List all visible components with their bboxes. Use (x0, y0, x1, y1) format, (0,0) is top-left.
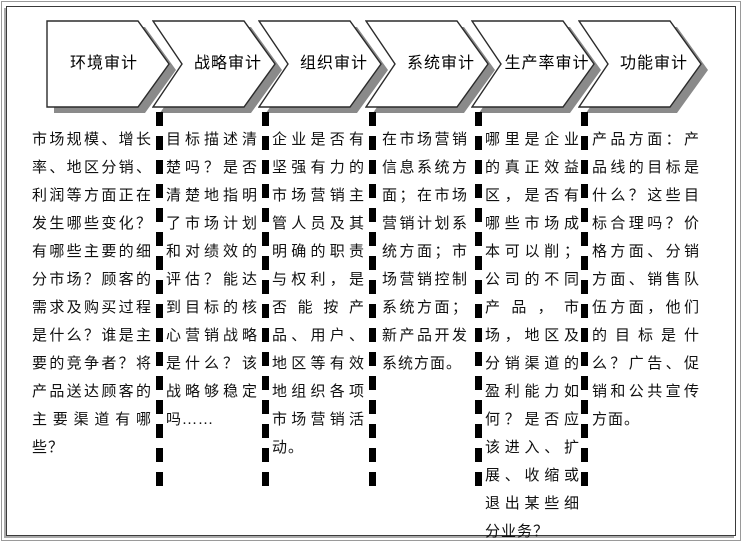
stage-label-organization: 组织审计 (299, 55, 368, 72)
dashed-separator-2 (262, 112, 269, 492)
chevron-arrow-shape (152, 20, 282, 113)
chevron-arrow-shape (365, 20, 495, 113)
stage-label-system: 系统审计 (406, 55, 475, 72)
stage-label-productivity: 生产率审计 (504, 55, 590, 72)
dashed-separator-5 (581, 112, 588, 492)
stage-label-strategy: 战略审计 (193, 55, 262, 72)
dashed-separator-1 (156, 112, 163, 492)
audit-text-environment: 市场规模、增长率、地区分销、利润等方面正在发生哪些变化？有哪些主要的细分市场？顾… (32, 132, 152, 456)
chevron-arrow (258, 20, 382, 108)
dashed-separator-3 (369, 112, 376, 492)
stage-label-function: 功能审计 (619, 55, 688, 72)
chevron-arrow-shape (578, 20, 708, 113)
audit-stage-organization: 组织审计 (258, 20, 392, 116)
audit-stage-strategy: 战略审计 (152, 20, 286, 116)
chevron-arrow (471, 20, 595, 108)
inner-frame (6, 6, 736, 536)
audit-stage-productivity: 生产率审计 (471, 20, 605, 116)
pentagon-arrow (46, 20, 170, 108)
chevron-arrow-shape (258, 20, 388, 113)
audit-text-productivity: 哪里是企业的真正效益区，是否有哪些市场成本可以削；公司的不同产品，市场，地区及分… (485, 132, 580, 540)
audit-text-function: 产品方面：产品线的目标是什么？这些目标合理吗？价格方面、分销方面、销售队伍方面，… (592, 132, 700, 428)
stage-label-environment: 环境审计 (69, 55, 138, 72)
chevron-arrow (578, 20, 702, 108)
audit-stage-system: 系统审计 (365, 20, 499, 116)
audit-text-strategy: 目标描述清楚吗？是否清楚地指明了市场计划和对绩效的评估？能达到目标的核心营销战略… (166, 132, 258, 428)
audit-stage-function: 功能审计 (578, 20, 712, 116)
chevron-arrow (365, 20, 489, 108)
chevron-arrow (152, 20, 276, 108)
chevron-arrow-shape (471, 20, 601, 113)
pentagon-arrow-shape (46, 20, 176, 113)
dashed-separator-4 (475, 112, 482, 492)
audit-text-system: 在市场营销信息系统方面；在市场营销计划系统方面；市场营销控制系统方面；新产品开发… (382, 132, 468, 372)
audit-stage-environment: 环境审计 (46, 20, 180, 116)
audit-text-organization: 企业是否有坚强有力的市场营销主管人员及其明确的职责与权利，是否能按产品、用户、地… (272, 132, 365, 456)
